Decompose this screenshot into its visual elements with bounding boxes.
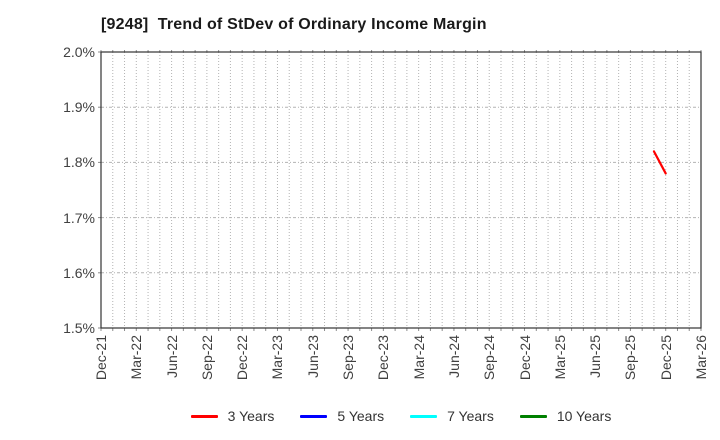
- legend-label-7-years: 7 Years: [447, 408, 494, 424]
- legend-item-3-years: 3 Years: [190, 408, 275, 424]
- plot-border: [100, 51, 702, 329]
- x-tick-label: Jun-24: [445, 335, 462, 378]
- x-tick-label: Dec-22: [234, 335, 251, 381]
- x-tick-label: Mar-24: [410, 335, 427, 380]
- y-tick-label: 2.0%: [63, 44, 95, 60]
- x-tick-label: Dec-25: [657, 335, 674, 381]
- series-line-3-years: [652, 150, 667, 175]
- legend-label-10-years: 10 Years: [556, 408, 612, 424]
- x-tick-label: Dec-23: [375, 335, 392, 381]
- x-tick-label: Dec-21: [93, 335, 109, 381]
- y-tick-label: 1.5%: [63, 320, 95, 336]
- legend: 3 Years 5 Years 7 Years 10 Years: [101, 405, 701, 427]
- y-tick-label: 1.6%: [63, 264, 95, 281]
- legend-swatch-10-years: [519, 414, 547, 418]
- x-tick-label: Sep-23: [340, 335, 357, 381]
- legend-item-10-years: 10 Years: [519, 408, 612, 424]
- legend-label-3-years: 3 Years: [227, 408, 275, 424]
- x-tick-label: Mar-22: [128, 335, 145, 380]
- axis-ticks: [98, 50, 702, 331]
- x-tick-label: Sep-24: [481, 335, 498, 381]
- x-tick-label: Jun-22: [163, 335, 180, 378]
- series-layer: [652, 150, 667, 175]
- legend-swatch-7-years: [410, 414, 438, 418]
- x-tick-label: Mar-25: [551, 335, 568, 380]
- legend-item-7-years: 7 Years: [410, 408, 494, 424]
- y-tick-label: 1.8%: [63, 154, 95, 171]
- legend-label-5-years: 5 Years: [337, 408, 385, 424]
- legend-swatch-5-years: [300, 414, 328, 418]
- legend-swatch-3-years: [190, 414, 218, 418]
- grid-layer: [101, 52, 701, 328]
- y-tick-label: 1.7%: [63, 209, 95, 226]
- y-tick-label: 1.9%: [63, 99, 95, 116]
- chart-title: [9248] Trend of StDev of Ordinary Income…: [101, 16, 487, 33]
- x-tick-label: Sep-22: [198, 335, 215, 381]
- x-tick-label: Sep-25: [622, 335, 639, 381]
- legend-item-5-years: 5 Years: [300, 408, 384, 424]
- x-tick-label: Jun-25: [587, 335, 604, 378]
- x-tick-label: Mar-23: [269, 335, 286, 380]
- x-tick-label: Dec-24: [516, 335, 533, 381]
- x-tick-label: Mar-26: [693, 335, 709, 380]
- x-tick-label: Jun-23: [304, 335, 321, 378]
